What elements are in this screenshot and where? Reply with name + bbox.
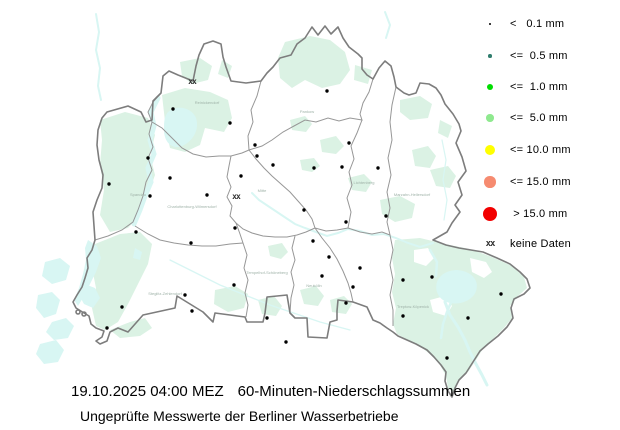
legend-item: < 0.1 mm xyxy=(470,13,564,35)
footer-caption: 19.10.2025 04:00 MEZ 60-Minuten-Niedersc… xyxy=(71,383,470,400)
station-dot xyxy=(120,305,124,309)
district-boundaries xyxy=(94,78,397,326)
station-dot xyxy=(327,255,331,259)
legend-item: <= 10.0 mm xyxy=(470,139,571,161)
station-dot xyxy=(344,220,348,224)
district-label: Tempelhof-Schöneberg xyxy=(246,270,287,275)
legend-dot-le-0.5 xyxy=(488,54,492,58)
legend-dot-gt-15.0 xyxy=(483,207,497,221)
district-label: Spandau xyxy=(130,192,146,197)
legend-item-label: <= 1.0 mm xyxy=(510,81,568,93)
legend-item: <= 5.0 mm xyxy=(470,107,568,129)
legend-dot-lt-0.1 xyxy=(488,22,492,26)
map-title-label: 60-Minuten-Niederschlagssummen xyxy=(237,383,471,400)
station-dot xyxy=(253,143,257,147)
district-labels: Reinickendorf Pankow Spandau Lichtenberg Mar… xyxy=(130,100,431,309)
district-label: Reinickendorf xyxy=(195,100,220,105)
no-data-icon: xx xyxy=(485,239,496,249)
district-label: Mitte xyxy=(258,188,267,193)
legend-dot-le-10.0 xyxy=(485,145,495,155)
legend-item: xx keine Daten xyxy=(470,233,571,255)
legend-item-label: <= 0.5 mm xyxy=(510,50,568,62)
station-dot xyxy=(183,293,187,297)
berlin-outer-boundary xyxy=(72,25,531,398)
district-label: Pankow xyxy=(300,109,314,114)
station-dot xyxy=(351,285,355,289)
station-dot xyxy=(344,301,348,305)
station-dot xyxy=(146,156,150,160)
station-dot xyxy=(271,163,275,167)
forest-areas xyxy=(92,36,527,392)
legend-item: <= 1.0 mm xyxy=(470,76,568,98)
station-dot xyxy=(134,230,138,234)
station-dot xyxy=(401,278,405,282)
station-dot xyxy=(312,166,316,170)
station-dot xyxy=(384,214,388,218)
water-areas xyxy=(36,107,477,364)
station-dot xyxy=(168,176,172,180)
district-label: Treptow-Köpenick xyxy=(397,304,429,309)
station-dot xyxy=(189,241,193,245)
legend-dot-le-5.0 xyxy=(486,114,494,122)
station-dot xyxy=(148,194,152,198)
station-dot xyxy=(401,314,405,318)
district-label: Neukölln xyxy=(306,283,322,288)
station-dot xyxy=(340,165,344,169)
station-dot xyxy=(376,166,380,170)
legend-item-label: <= 10.0 mm xyxy=(510,144,571,156)
legend-item: <= 15.0 mm xyxy=(470,171,571,193)
district-label: Steglitz-Zehlendorf xyxy=(148,291,182,296)
legend-item-label: < 0.1 mm xyxy=(510,18,565,30)
district-label: Charlottenburg-Wilmersdorf xyxy=(167,204,217,209)
station-dot xyxy=(320,274,324,278)
station-dot xyxy=(233,226,237,230)
source-label: Ungeprüfte Messwerte der Berliner Wasser… xyxy=(80,408,399,424)
legend-item-label: > 15.0 mm xyxy=(510,208,568,220)
station-dots xyxy=(105,89,503,360)
legend-item: > 15.0 mm xyxy=(470,203,567,225)
station-dot xyxy=(284,340,288,344)
no-data-station-icon: xx xyxy=(188,77,197,86)
station-dot xyxy=(255,154,259,158)
legend-item: <= 0.5 mm xyxy=(470,45,568,67)
station-dot xyxy=(311,239,315,243)
legend-dot-le-1.0 xyxy=(487,84,493,90)
legend-item-label: keine Daten xyxy=(510,238,571,250)
no-data-markers: xx xx xyxy=(188,77,242,201)
station-dot xyxy=(239,174,243,178)
station-dot xyxy=(232,283,236,287)
station-dot xyxy=(190,309,194,313)
district-label: Marzahn-Hellersdorf xyxy=(394,192,431,197)
legend-dot-le-15.0 xyxy=(484,176,496,188)
station-dot xyxy=(325,89,329,93)
district-label: Lichtenberg xyxy=(354,180,375,185)
legend-item-label: <= 5.0 mm xyxy=(510,112,568,124)
station-dot xyxy=(302,208,306,212)
station-dot xyxy=(430,275,434,279)
station-dot xyxy=(107,182,111,186)
no-data-station-icon: xx xyxy=(232,192,241,201)
station-dot xyxy=(171,107,175,111)
station-dot xyxy=(205,193,209,197)
station-dot xyxy=(228,121,232,125)
station-dot xyxy=(265,316,269,320)
legend: < 0.1 mm <= 0.5 mm <= 1.0 mm <= 5.0 mm <… xyxy=(470,0,620,260)
station-dot xyxy=(499,292,503,296)
station-dot xyxy=(445,356,449,360)
legend-item-label: <= 15.0 mm xyxy=(510,176,571,188)
timestamp-label: 19.10.2025 04:00 MEZ xyxy=(71,383,224,400)
station-dot xyxy=(347,141,351,145)
station-dot xyxy=(358,266,362,270)
station-dot xyxy=(105,326,109,330)
station-dot xyxy=(466,316,470,320)
